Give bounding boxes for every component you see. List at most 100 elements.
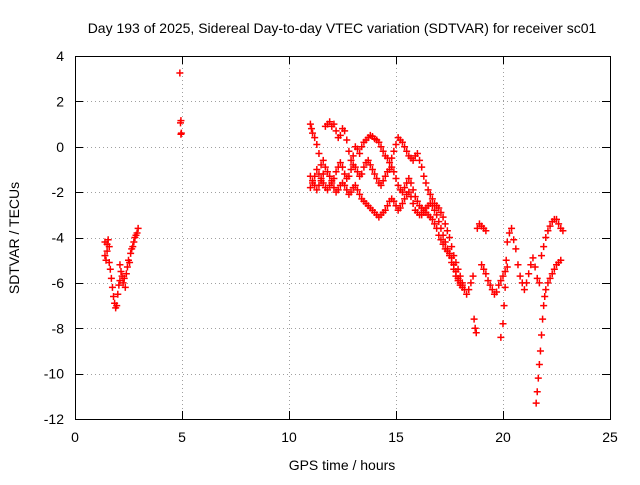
data-point-4-57 xyxy=(428,215,436,223)
data-point-2-64 xyxy=(441,220,449,228)
data-point-5-8 xyxy=(478,261,486,269)
data-point-5-26 xyxy=(503,238,511,246)
data-point-4-19 xyxy=(347,188,355,196)
y-tick-label-7: 2 xyxy=(56,93,64,109)
data-point-0-22 xyxy=(120,274,128,282)
data-point-3-25 xyxy=(360,163,368,171)
data-point-4-48 xyxy=(409,199,417,207)
data-point-3-27 xyxy=(364,156,372,164)
data-point-5-51 xyxy=(542,286,550,294)
data-point-5-55 xyxy=(550,265,558,273)
data-point-0-18 xyxy=(116,261,124,269)
data-point-5-15 xyxy=(493,288,501,296)
data-point-5-19 xyxy=(501,268,509,276)
data-point-2-34 xyxy=(377,143,385,151)
data-point-3-16 xyxy=(341,170,349,178)
data-point-3-38 xyxy=(388,163,396,171)
data-point-1-2 xyxy=(177,117,185,125)
data-point-5-7 xyxy=(482,227,490,235)
data-point-5-44 xyxy=(534,374,542,382)
data-point-5-49 xyxy=(540,302,548,310)
data-point-4-5 xyxy=(317,175,325,183)
data-point-2-33 xyxy=(375,138,383,146)
data-point-2-35 xyxy=(379,147,387,155)
data-point-2-55 xyxy=(422,179,430,187)
data-point-2-7 xyxy=(319,156,327,164)
data-point-2-75 xyxy=(465,286,473,294)
points-layer xyxy=(101,69,567,407)
data-point-5-48 xyxy=(539,315,547,323)
series-0 xyxy=(101,224,142,312)
data-point-5-61 xyxy=(542,234,550,241)
y-tick-label-3: -6 xyxy=(52,275,65,291)
data-point-2-20 xyxy=(347,156,355,164)
data-point-0-35 xyxy=(134,224,142,232)
data-point-5-43 xyxy=(533,388,541,396)
data-point-5-22 xyxy=(499,320,507,328)
data-point-5-21 xyxy=(497,333,505,341)
data-point-5-35 xyxy=(523,279,531,287)
data-point-0-19 xyxy=(117,268,125,276)
data-point-3-0 xyxy=(306,184,314,192)
data-point-0-30 xyxy=(129,243,137,251)
data-point-4-17 xyxy=(343,186,351,194)
data-point-4-22 xyxy=(353,186,361,194)
data-point-2-77 xyxy=(469,272,477,280)
data-point-4-61 xyxy=(437,236,445,244)
data-point-0-21 xyxy=(119,279,127,287)
data-point-0-8 xyxy=(106,265,114,273)
data-point-3-34 xyxy=(379,177,387,185)
data-point-5-12 xyxy=(486,281,494,289)
data-point-2-74 xyxy=(463,290,471,298)
data-point-2-63 xyxy=(439,213,447,221)
data-point-2-24 xyxy=(356,150,364,158)
data-point-2-57 xyxy=(426,190,434,198)
data-point-0-9 xyxy=(107,274,115,282)
data-point-5-31 xyxy=(514,261,522,269)
data-point-3-29 xyxy=(368,165,376,173)
data-point-0-1 xyxy=(101,252,109,260)
data-point-2-65 xyxy=(443,227,451,235)
chart-title: Day 193 of 2025, Sidereal Day-to-day VTE… xyxy=(88,20,597,36)
data-point-0-6 xyxy=(105,243,113,251)
data-point-5-2 xyxy=(472,329,480,337)
data-point-2-44 xyxy=(398,138,406,146)
data-point-5-36 xyxy=(525,270,533,278)
data-point-0-4 xyxy=(103,247,111,255)
data-point-5-69 xyxy=(559,227,567,235)
data-point-3-28 xyxy=(366,161,374,169)
x-tick-label-1: 5 xyxy=(178,429,186,445)
data-point-5-42 xyxy=(532,399,540,407)
data-point-5-29 xyxy=(510,236,518,244)
data-point-2-5 xyxy=(315,150,323,158)
data-point-5-0 xyxy=(470,315,478,323)
data-point-5-3 xyxy=(473,224,481,232)
data-point-4-0 xyxy=(306,172,314,180)
data-point-5-41 xyxy=(535,279,543,287)
data-point-3-14 xyxy=(336,159,344,167)
axes-layer: 0 5 10 15 20 25 -12 -10 -8 -6 -4 -2 0 2 4 xyxy=(44,48,618,445)
data-point-0-10 xyxy=(108,283,116,291)
data-point-3-15 xyxy=(339,163,346,171)
data-point-5-13 xyxy=(488,286,496,294)
data-point-3-24 xyxy=(358,170,366,178)
data-point-2-66 xyxy=(446,234,453,241)
data-point-4-44 xyxy=(401,195,409,203)
data-point-3-8 xyxy=(324,168,332,176)
data-point-0-15 xyxy=(114,290,122,298)
x-tick-label-5: 25 xyxy=(602,429,618,445)
data-point-5-28 xyxy=(508,224,516,232)
data-point-3-11 xyxy=(330,175,338,183)
data-point-3-39 xyxy=(390,168,398,176)
data-point-5-40 xyxy=(533,274,541,282)
x-tick-label-3: 15 xyxy=(388,429,404,445)
data-point-5-58 xyxy=(557,256,565,264)
data-point-2-38 xyxy=(386,159,394,167)
series-5 xyxy=(470,215,567,407)
data-point-5-23 xyxy=(500,302,508,310)
data-point-5-63 xyxy=(546,222,554,230)
data-point-1-0 xyxy=(176,69,184,77)
series-1 xyxy=(176,69,185,138)
data-point-4-47 xyxy=(407,193,415,201)
